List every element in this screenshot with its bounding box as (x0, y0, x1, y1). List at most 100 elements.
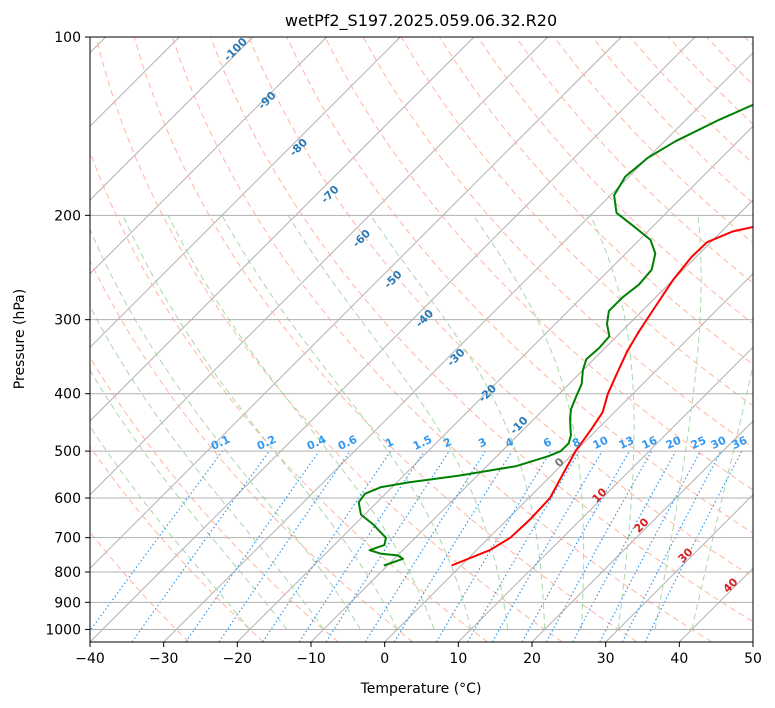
x-tick-label: 0 (380, 651, 389, 667)
moist-adiabat-line (221, 215, 472, 630)
y-tick-label: 300 (54, 313, 81, 329)
mixing-ratio-line (572, 450, 677, 642)
dry-adiabat-line (90, 531, 190, 642)
dry-adiabat-line (133, 37, 638, 642)
isotherm-label: -10 (507, 414, 530, 437)
moist-adiabat-line (122, 215, 398, 630)
dry-adiabat-line (706, 37, 753, 86)
mixing-ratio-label: 0.2 (255, 433, 278, 453)
dry-adiabat-line (248, 37, 753, 578)
sounding-traces (357, 103, 753, 567)
moist-adiabat-label: 40 (721, 575, 741, 595)
mixing-ratio-label: 10 (591, 434, 611, 452)
x-tick-label: −20 (223, 651, 253, 667)
mixing-ratio-line (185, 450, 320, 642)
mixing-ratio-label: 0.1 (209, 433, 232, 453)
mixing-ratio-line (545, 450, 653, 642)
mixing-ratio-label: 0.4 (305, 433, 328, 453)
x-tick-label: 30 (597, 651, 615, 667)
mixing-ratio-label: 6 (541, 435, 554, 450)
mixing-ratio-label: 3 (476, 435, 488, 450)
mixing-ratio-line (262, 450, 392, 642)
isotherm-label: -80 (287, 136, 310, 159)
x-tick-label: 20 (523, 651, 541, 667)
line-labels: -100-90-80-70-60-50-40-30-20-100.1 0.2 0.4… (209, 35, 750, 596)
y-tick-label: 400 (54, 387, 81, 403)
dry-adiabat-line (324, 37, 753, 491)
mixing-ratio-line (325, 450, 450, 642)
y-tick-label: 500 (54, 444, 81, 460)
x-tick-label: −30 (149, 651, 179, 667)
isotherm-line (457, 346, 753, 642)
mixing-ratio-label: 16 (640, 434, 660, 452)
isotherm-line (163, 51, 753, 642)
mixing-ratio-label: 25 (689, 434, 708, 452)
chart-title: wetPf2_S197.2025.059.06.32.R20 (285, 11, 557, 31)
mixing-ratio-line (393, 450, 513, 642)
x-tick-label: −10 (296, 651, 326, 667)
mixing-ratio-line (298, 450, 425, 642)
isotherm-label: -50 (381, 268, 404, 291)
moist-adiabat-label: 30 (676, 545, 696, 565)
mixing-ratio-line (131, 450, 270, 642)
isotherm-line (90, 37, 328, 275)
temperature-trace (451, 225, 753, 567)
mixing-ratio-label: 36 (730, 434, 750, 452)
dry-adiabat-line (171, 37, 712, 642)
isotherm-line (90, 37, 549, 496)
isotherm-label: -40 (413, 307, 436, 330)
isotherm-line (605, 493, 753, 642)
mixing-ratio-line (466, 450, 580, 642)
moist-adiabat-line (287, 215, 509, 630)
moist-adiabat-label: 20 (632, 515, 652, 535)
dry-adiabat-line (90, 150, 488, 642)
dry-adiabat-line (553, 37, 753, 244)
mixing-ratio-line (521, 450, 631, 642)
isotherm-line (384, 272, 753, 642)
x-axis-label: Temperature (°C) (360, 681, 482, 697)
isotherm-label: -100 (221, 35, 250, 64)
moist-adiabat-line (90, 228, 361, 630)
isotherm-line (531, 420, 753, 642)
mixing-ratio-label: 20 (664, 434, 684, 452)
dewpoint-trace (357, 103, 753, 567)
mixing-ratio-line (644, 450, 743, 642)
mixing-ratio-line (218, 450, 351, 642)
background-lines (90, 37, 753, 642)
isotherm-line (90, 37, 622, 570)
moist-adiabat-line (691, 363, 753, 630)
y-tick-label: 900 (54, 595, 81, 611)
y-tick-label: 800 (54, 565, 81, 581)
dry-adiabat-line (744, 37, 753, 47)
moist-adiabat-line (167, 215, 435, 630)
isotherm-label: -70 (318, 183, 341, 206)
y-tick-label: 200 (54, 208, 81, 224)
y-tick-label: 1000 (45, 622, 81, 638)
moist-adiabat-label: 10 (590, 485, 610, 505)
mixing-ratio-line (435, 450, 552, 642)
dry-adiabat-line (90, 259, 414, 642)
mixing-ratio-label: 30 (709, 434, 729, 452)
y-tick-label: 100 (54, 30, 81, 46)
isotherm-line (310, 199, 753, 642)
isotherm-label: -60 (350, 227, 373, 250)
y-tick-label: 700 (54, 531, 81, 547)
moist-adiabat-line (90, 305, 325, 630)
isotherm-line (90, 37, 475, 422)
isotherm-label: -90 (255, 89, 278, 112)
moist-adiabat-line (90, 425, 251, 630)
axes: −40 −30 −20 −10 0 10 20 30 40 5010020030040050060… (45, 30, 762, 667)
y-axis-label: Pressure (hPa) (12, 289, 28, 389)
x-tick-label: 40 (670, 651, 688, 667)
isotherm-label: -20 (476, 382, 499, 405)
y-tick-label: 600 (54, 491, 81, 507)
mixing-ratio-line (90, 450, 223, 632)
mixing-ratio-label: 13 (617, 434, 636, 452)
isotherm-line (90, 37, 254, 201)
x-tick-label: 50 (744, 651, 762, 667)
isotherm-line (90, 37, 696, 642)
dry-adiabat-line (477, 37, 753, 325)
x-tick-label: −40 (75, 651, 105, 667)
dry-adiabat-line (210, 37, 753, 623)
